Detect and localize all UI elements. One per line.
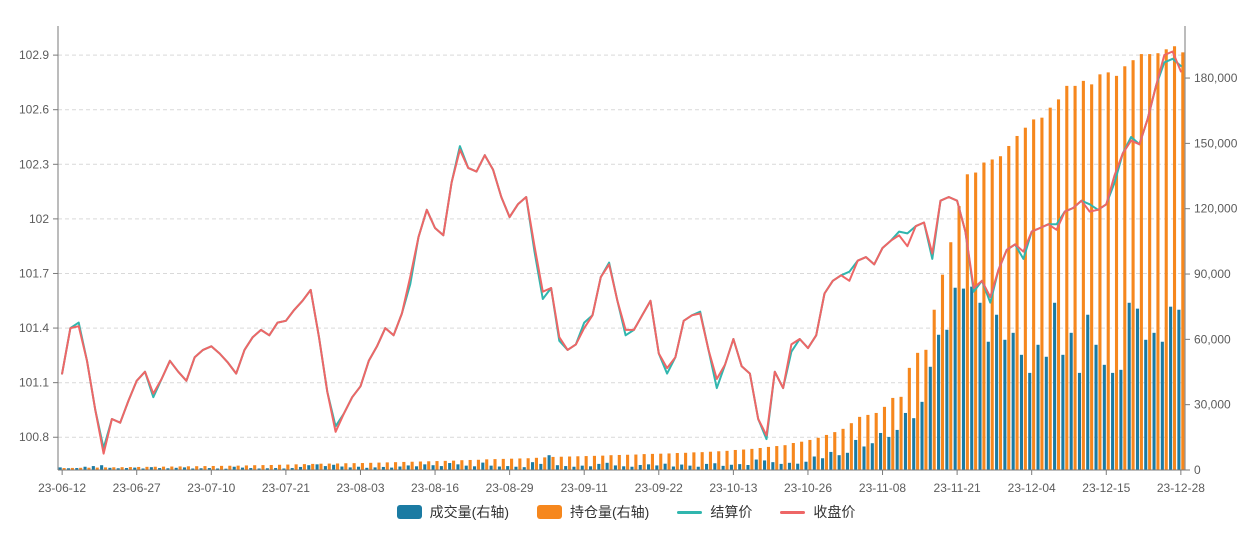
legend-item-volume[interactable]: 成交量(右轴) bbox=[396, 502, 509, 522]
svg-text:60,000: 60,000 bbox=[1194, 332, 1231, 346]
svg-text:100.8: 100.8 bbox=[19, 430, 49, 444]
legend-line-swatch bbox=[677, 510, 703, 514]
svg-text:23-08-29: 23-08-29 bbox=[486, 481, 534, 495]
svg-text:23-12-04: 23-12-04 bbox=[1008, 481, 1056, 495]
svg-text:23-07-10: 23-07-10 bbox=[187, 481, 235, 495]
legend-label: 持仓量(右轴) bbox=[570, 504, 650, 520]
axes bbox=[57, 26, 1186, 471]
x-axis-labels: 23-06-12 23-06-27 23-07-10 23-07-21 23-08-03… bbox=[38, 470, 1205, 495]
svg-text:102.9: 102.9 bbox=[19, 48, 49, 62]
y-axis-right-labels: 0 30,000 60,000 90,000 120,000 150,000 180,000 bbox=[1185, 71, 1238, 477]
legend-label: 成交量(右轴) bbox=[429, 504, 509, 520]
y-axis-left-labels: 100.8 101.1 101.4 101.7 102 102.3 102.6 102.9 bbox=[19, 48, 58, 444]
svg-text:23-11-21: 23-11-21 bbox=[934, 481, 981, 495]
svg-text:23-09-22: 23-09-22 bbox=[635, 481, 683, 495]
legend-bar-swatch bbox=[537, 505, 562, 519]
volume-bars bbox=[58, 286, 1181, 470]
svg-text:23-09-11: 23-09-11 bbox=[561, 481, 608, 495]
legend-item-settlement-price[interactable]: 结算价 bbox=[677, 502, 752, 522]
svg-text:120,000: 120,000 bbox=[1194, 202, 1238, 216]
svg-text:23-12-28: 23-12-28 bbox=[1157, 481, 1205, 495]
chart-legend: 成交量(右轴) 持仓量(右轴) 结算价 收盘价 bbox=[0, 502, 1252, 522]
legend-item-close-price[interactable]: 收盘价 bbox=[780, 502, 855, 522]
svg-text:102: 102 bbox=[29, 212, 49, 226]
svg-text:23-10-26: 23-10-26 bbox=[784, 481, 832, 495]
svg-text:180,000: 180,000 bbox=[1194, 71, 1238, 85]
close-line bbox=[61, 50, 1182, 455]
svg-text:23-08-16: 23-08-16 bbox=[411, 481, 459, 495]
legend-item-open-interest[interactable]: 持仓量(右轴) bbox=[537, 502, 649, 522]
svg-text:102.6: 102.6 bbox=[19, 103, 49, 117]
svg-text:102.3: 102.3 bbox=[19, 157, 49, 171]
legend-label: 收盘价 bbox=[813, 504, 856, 520]
legend-bar-swatch bbox=[396, 505, 422, 519]
svg-text:23-08-03: 23-08-03 bbox=[336, 481, 384, 495]
svg-text:23-11-08: 23-11-08 bbox=[859, 481, 906, 495]
legend-label: 结算价 bbox=[710, 504, 753, 520]
svg-text:101.7: 101.7 bbox=[19, 267, 49, 281]
svg-text:30,000: 30,000 bbox=[1194, 398, 1231, 412]
svg-text:23-10-13: 23-10-13 bbox=[709, 481, 757, 495]
svg-text:101.1: 101.1 bbox=[19, 376, 49, 390]
svg-text:23-12-15: 23-12-15 bbox=[1082, 481, 1130, 495]
svg-text:90,000: 90,000 bbox=[1194, 267, 1231, 281]
svg-text:150,000: 150,000 bbox=[1194, 136, 1238, 150]
svg-text:23-06-27: 23-06-27 bbox=[113, 481, 161, 495]
legend-line-swatch bbox=[780, 510, 806, 514]
svg-text:0: 0 bbox=[1194, 463, 1201, 477]
svg-text:23-07-21: 23-07-21 bbox=[262, 481, 310, 495]
svg-text:101.4: 101.4 bbox=[19, 321, 49, 335]
svg-text:23-06-12: 23-06-12 bbox=[38, 481, 86, 495]
open-interest-bars bbox=[62, 46, 1185, 471]
